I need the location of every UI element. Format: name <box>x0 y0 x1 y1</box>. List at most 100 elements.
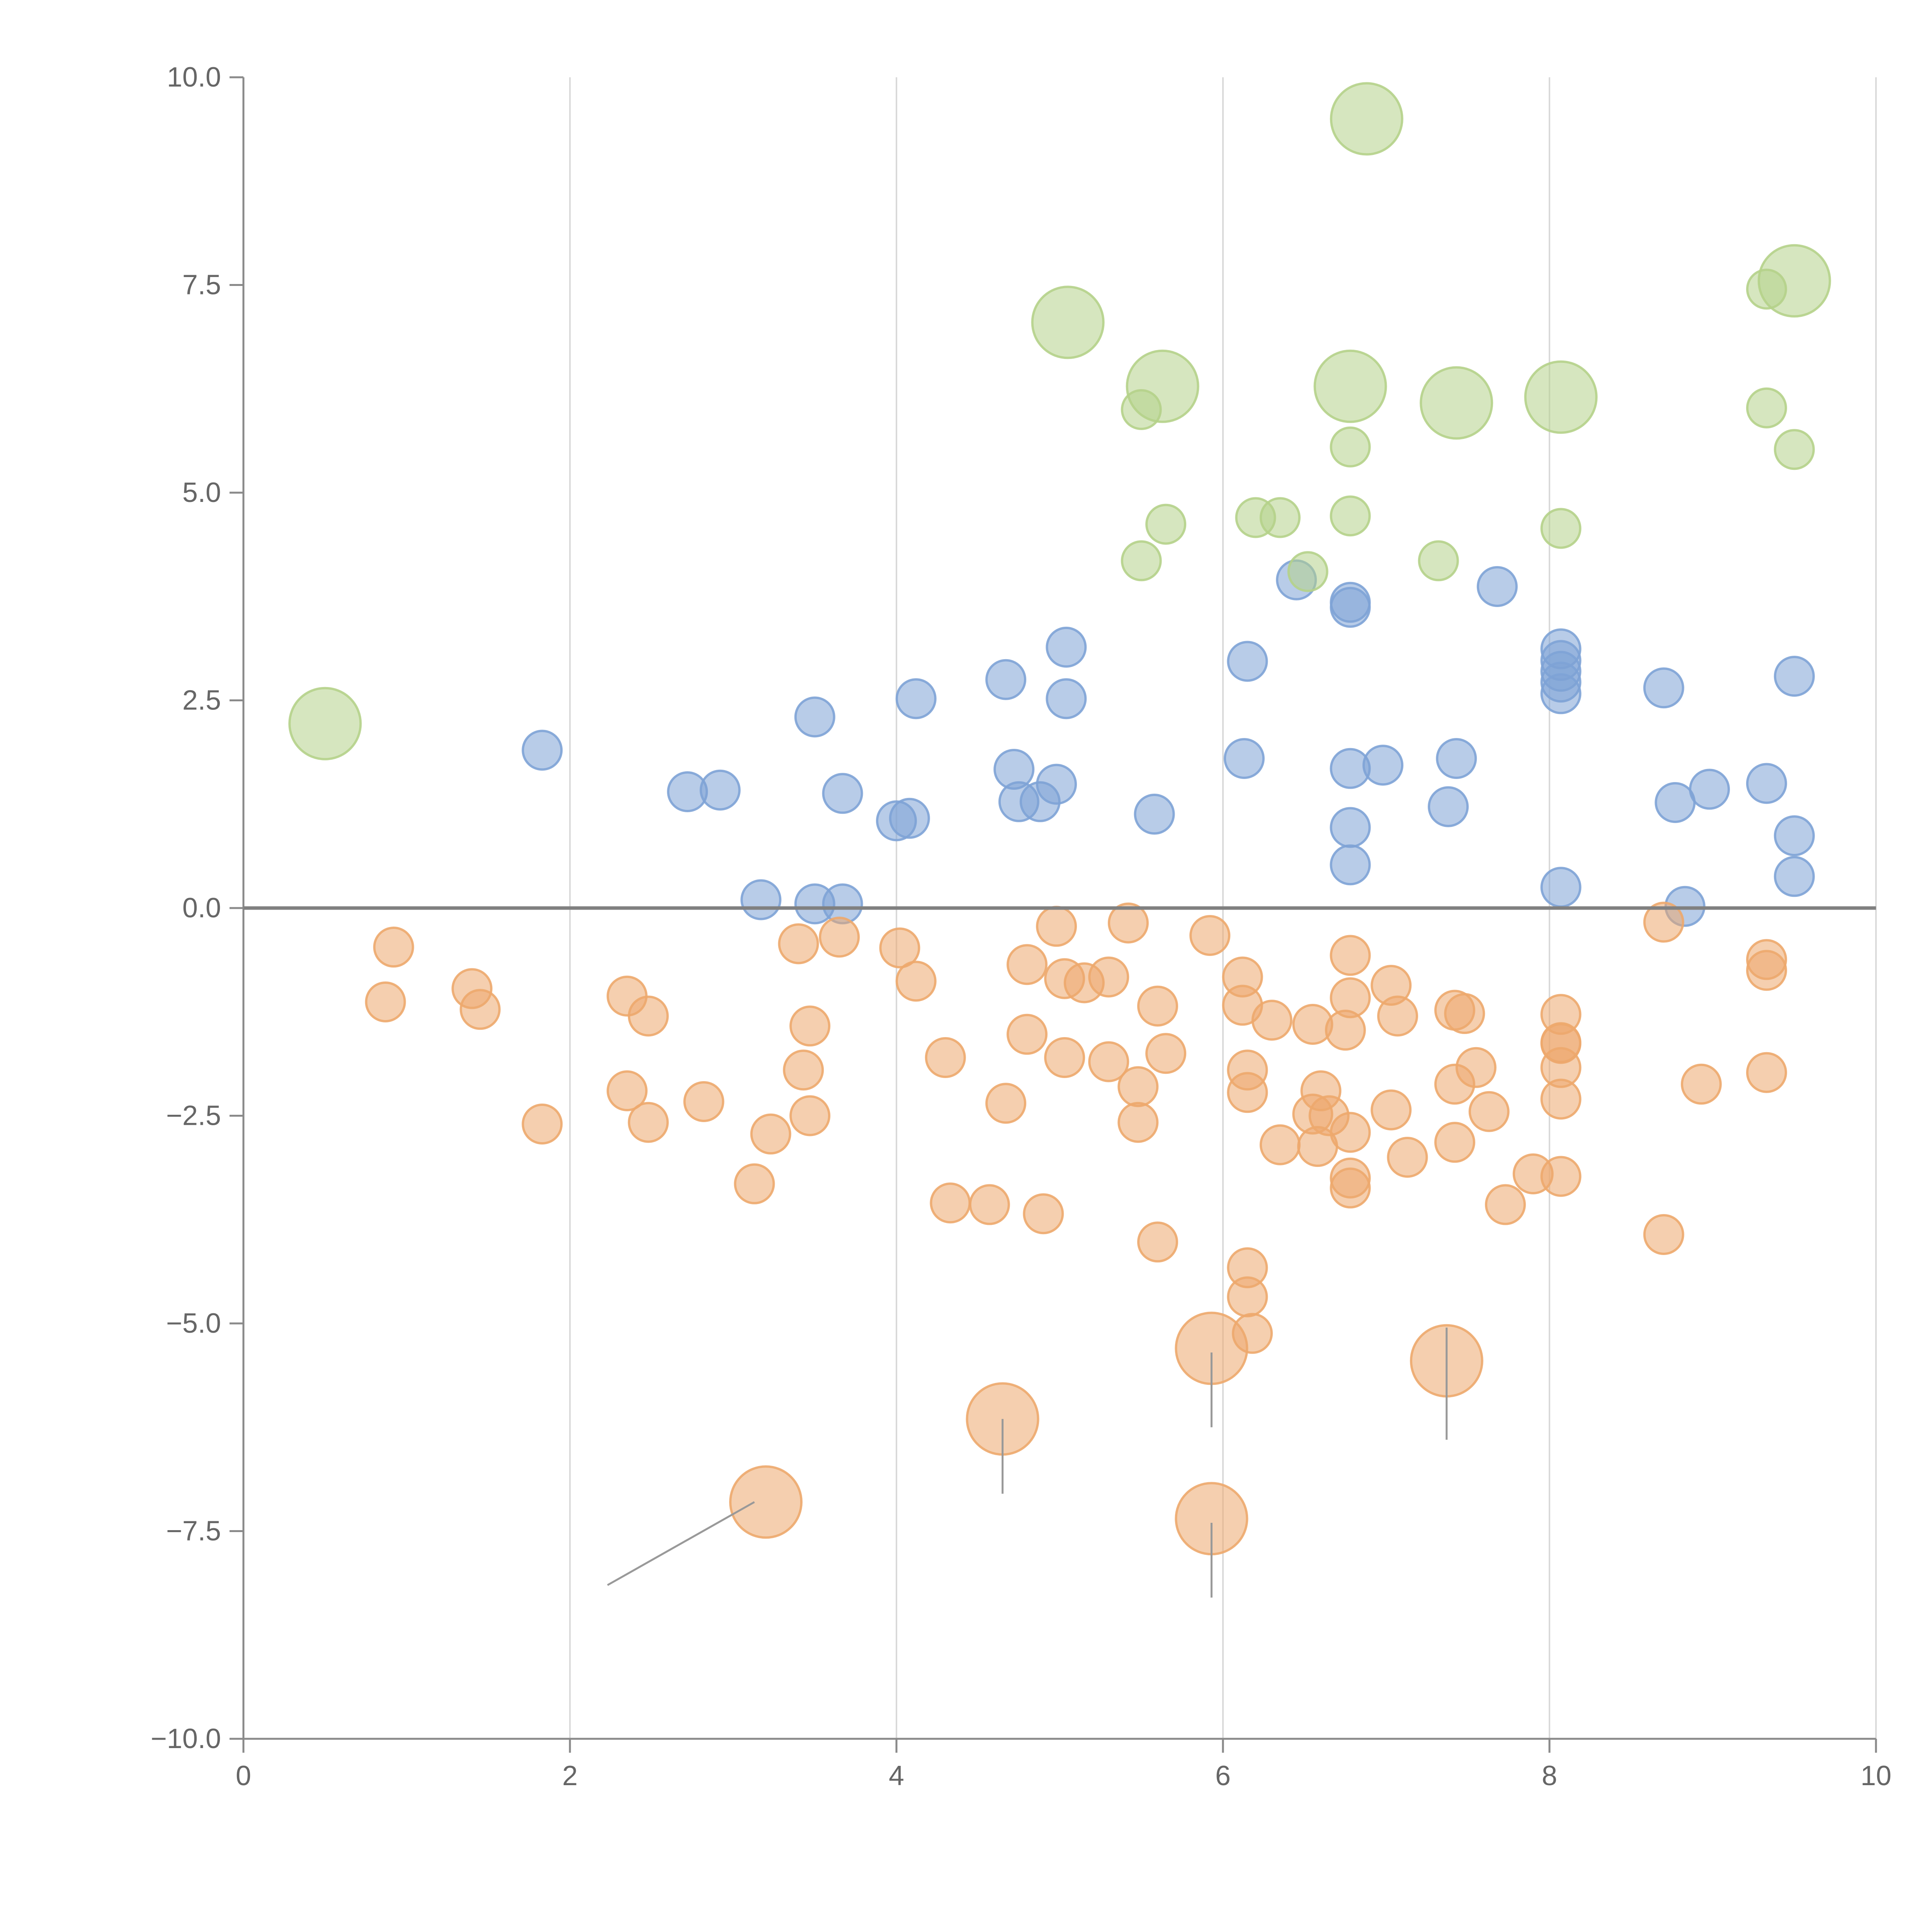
y-tick-label: −5.0 <box>166 1308 221 1339</box>
data-point-negative <box>1189 915 1231 956</box>
large-point-highlight <box>1330 82 1403 156</box>
data-point-highlight <box>1746 387 1787 429</box>
data-point-highlight <box>1287 551 1328 592</box>
y-tick-label: 7.5 <box>182 270 221 301</box>
x-tick-label: 10 <box>1861 1760 1891 1791</box>
data-point-positive <box>1428 786 1469 827</box>
data-point-highlight <box>1774 429 1815 470</box>
x-tick-label: 4 <box>889 1760 904 1791</box>
data-point-positive <box>794 696 835 738</box>
data-point-positive <box>740 879 782 920</box>
data-point-highlight <box>1330 426 1371 468</box>
y-tick-label: 5.0 <box>182 477 221 508</box>
data-point-negative <box>1643 1214 1684 1255</box>
data-point-negative <box>985 1083 1027 1124</box>
data-point-negative <box>778 923 819 964</box>
data-point-negative <box>789 1005 831 1047</box>
axis-layer: −10.0 −7.5 −5.0 −2.5 0.0 2.5 5.0 7.5 10.0 0 2 4 6 8 10 <box>151 62 1891 1791</box>
data-point-negative <box>522 1104 563 1145</box>
data-point-negative <box>1444 993 1485 1034</box>
x-tick-label: 2 <box>562 1760 578 1791</box>
data-point-negative <box>1540 1078 1582 1120</box>
data-point-positive <box>1134 794 1175 835</box>
y-tick-label: −10.0 <box>151 1723 221 1754</box>
data-point-negative <box>1137 985 1178 1027</box>
large-point-highlight <box>1126 349 1199 423</box>
data-point-negative <box>683 1081 724 1122</box>
leader-line <box>607 1501 755 1586</box>
data-point-positive <box>1689 769 1730 810</box>
data-point-positive <box>1036 764 1077 805</box>
data-point-negative <box>1145 1033 1187 1074</box>
data-point-positive <box>1330 807 1371 848</box>
data-point-negative <box>1107 902 1149 944</box>
data-point-positive <box>1362 745 1404 786</box>
data-point-positive <box>522 730 563 771</box>
data-point-highlight <box>1121 540 1162 582</box>
large-point-highlight <box>1420 366 1493 440</box>
data-point-negative <box>1330 1167 1371 1209</box>
data-point-negative <box>459 989 501 1030</box>
data-point-positive <box>1223 738 1265 779</box>
data-point-highlight <box>1330 495 1371 537</box>
large-point-highlight <box>1757 244 1831 318</box>
data-point-negative <box>1371 1089 1412 1131</box>
large-point-highlight <box>288 687 362 760</box>
data-point-negative <box>1387 1137 1428 1178</box>
large-point-highlight <box>1313 349 1387 423</box>
data-point-positive <box>1330 844 1371 886</box>
data-point-positive <box>1774 856 1815 897</box>
data-point-negative <box>1088 1041 1129 1082</box>
large-point-highlight <box>1524 360 1598 434</box>
data-point-negative <box>783 1049 824 1091</box>
data-point-positive <box>889 798 930 839</box>
data-point-negative <box>373 927 414 968</box>
y-tick-label: −2.5 <box>166 1100 221 1131</box>
data-point-negative <box>1468 1091 1510 1132</box>
data-point-positive <box>1046 678 1087 719</box>
data-point-negative <box>1746 950 1787 991</box>
data-point-positive <box>985 659 1027 700</box>
data-point-negative <box>1007 944 1048 985</box>
x-tick-label: 0 <box>236 1760 251 1791</box>
x-tick-label: 6 <box>1215 1760 1231 1791</box>
data-point-negative <box>1643 901 1684 943</box>
data-point-positive <box>1746 763 1787 804</box>
x-tick-label: 8 <box>1542 1760 1557 1791</box>
data-point-positive <box>1436 738 1477 779</box>
data-point-negative <box>1680 1063 1722 1105</box>
data-point-positive <box>1774 815 1815 856</box>
data-point-negative <box>1259 1124 1301 1165</box>
data-point-negative <box>1137 1221 1178 1263</box>
data-point-negative <box>1023 1193 1064 1235</box>
data-point-negative <box>1455 1047 1497 1088</box>
data-point-negative <box>1036 906 1077 947</box>
data-point-highlight <box>1418 540 1459 582</box>
large-points-layer <box>288 82 1831 1556</box>
data-point-negative <box>628 1102 669 1143</box>
data-point-negative <box>925 1037 966 1078</box>
data-point-negative <box>1117 1102 1159 1143</box>
points-layer <box>365 269 1815 1354</box>
y-tick-label: 0.0 <box>182 893 221 923</box>
data-point-negative <box>1330 935 1371 976</box>
data-point-negative <box>1117 1066 1159 1107</box>
data-point-negative <box>1044 1037 1085 1078</box>
y-tick-label: 10.0 <box>167 62 221 93</box>
large-point-highlight <box>1031 286 1105 359</box>
data-point-negative <box>1330 1112 1371 1153</box>
large-point-negative <box>729 1465 803 1539</box>
data-point-negative <box>1540 1156 1582 1197</box>
leader-lines-layer <box>607 1327 1448 1598</box>
data-point-negative <box>879 927 920 969</box>
data-point-positive <box>895 678 937 719</box>
data-point-highlight <box>1259 497 1301 538</box>
data-point-positive <box>1476 566 1518 607</box>
y-tick-label: −7.5 <box>166 1516 221 1547</box>
data-point-positive <box>1227 641 1268 682</box>
data-point-positive <box>1540 673 1582 714</box>
data-point-negative <box>1746 1052 1787 1093</box>
data-point-positive <box>822 773 863 814</box>
data-point-positive <box>1540 867 1582 908</box>
